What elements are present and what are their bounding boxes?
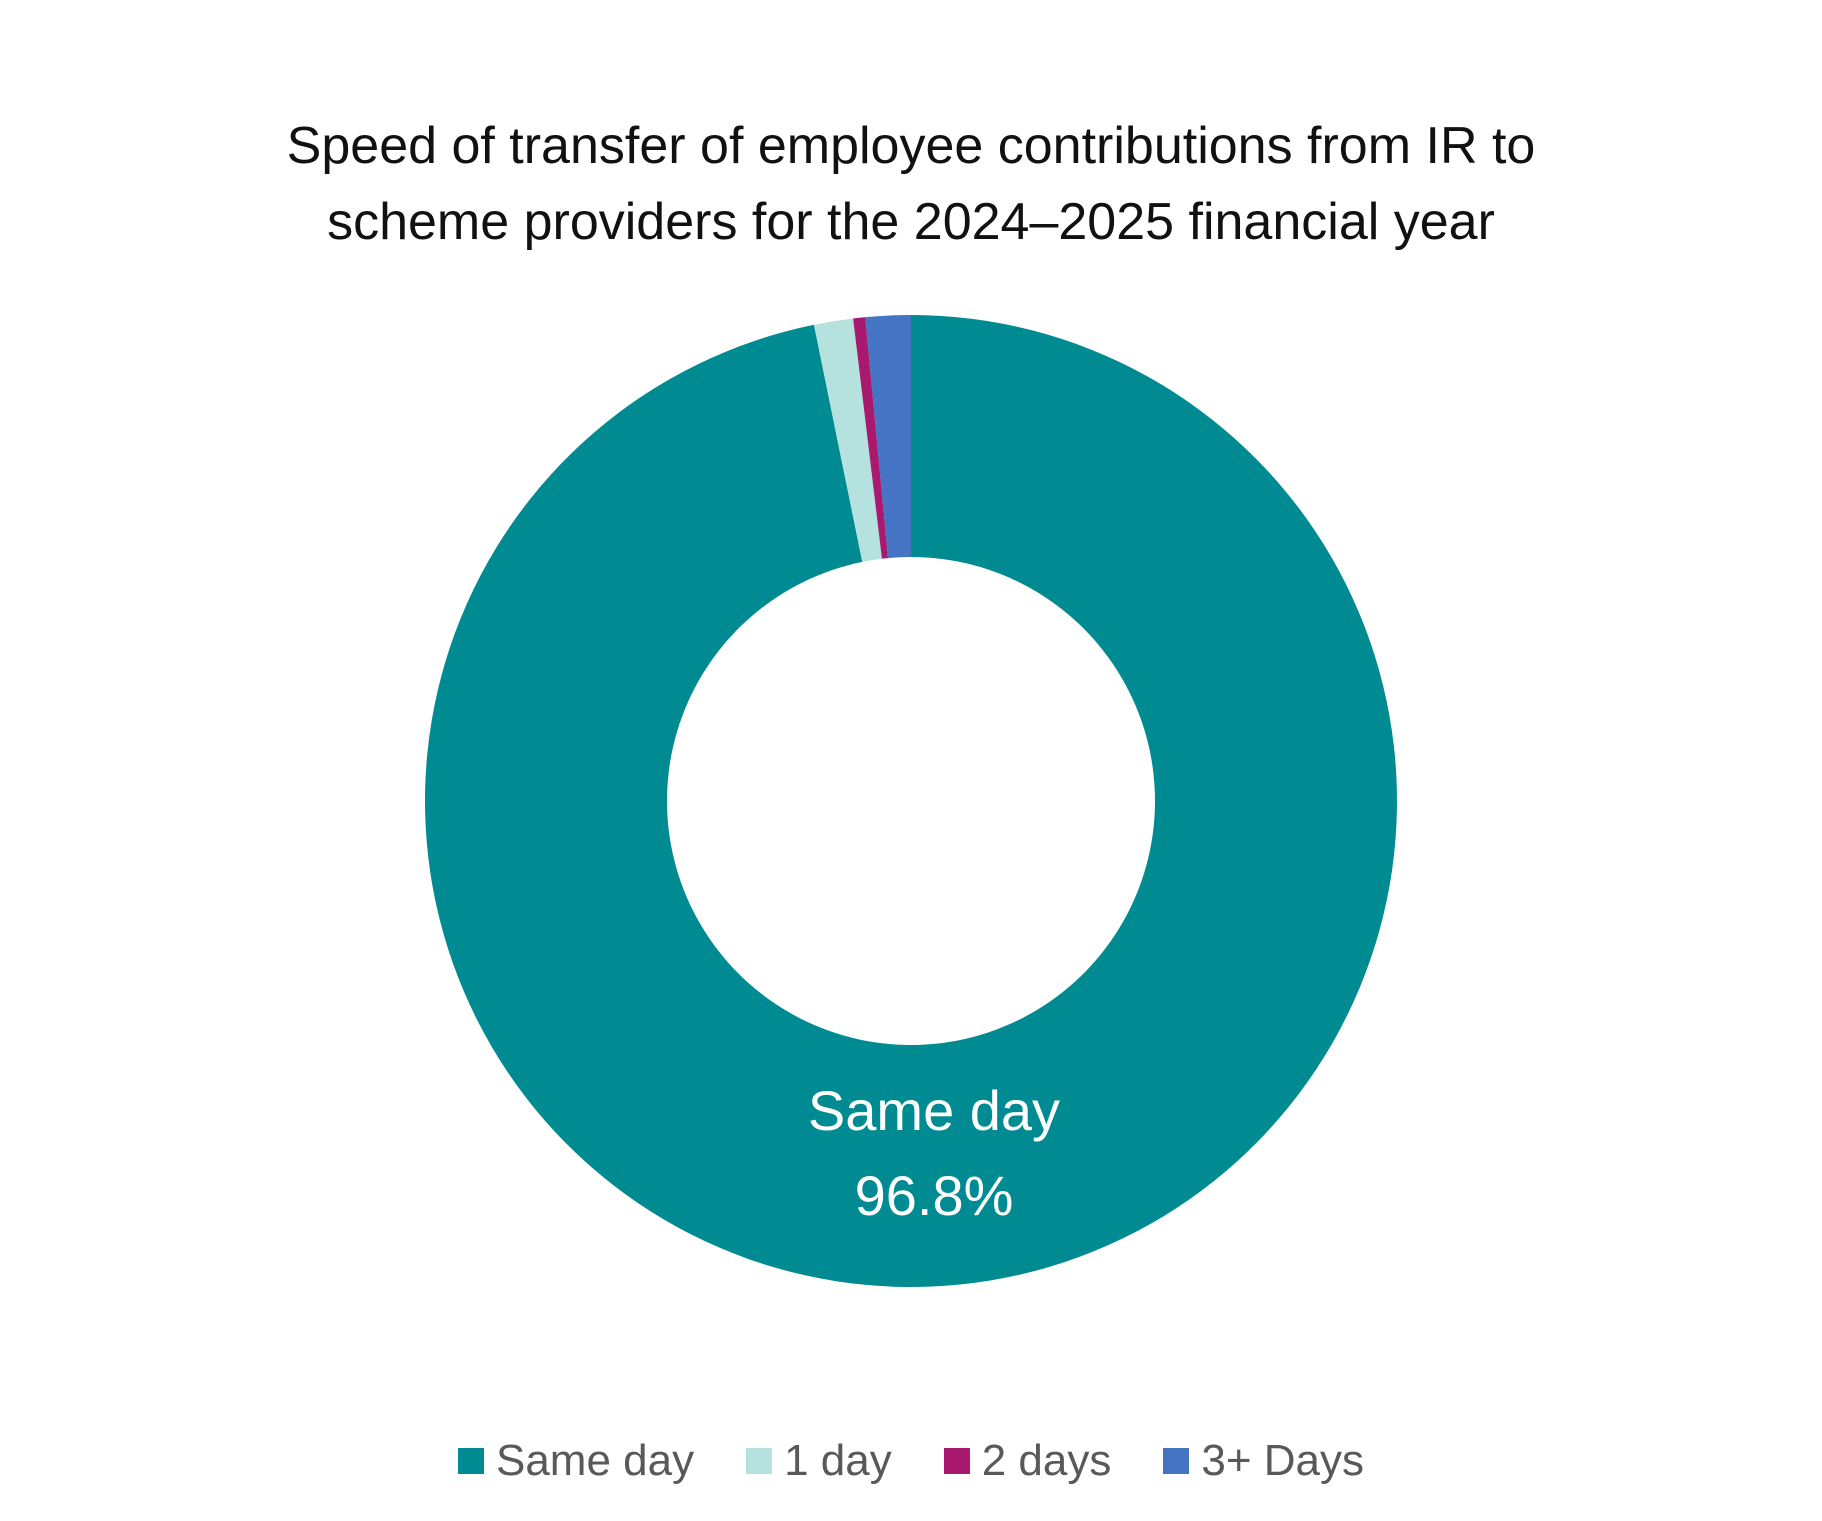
- chart-title: Speed of transfer of employee contributi…: [0, 108, 1822, 260]
- legend-label-2-days: 2 days: [981, 1436, 1112, 1485]
- slice-3plus-days: [865, 315, 911, 559]
- donut-chart: Same day 96.8%: [424, 315, 1397, 1287]
- legend-label-3plus-days: 3+ Days: [1201, 1436, 1365, 1485]
- chart-legend: Same day 1 day 2 days 3+ Days: [0, 1436, 1822, 1486]
- data-label-same-day-value: 96.8%: [855, 1164, 1014, 1227]
- legend-item-same-day: Same day: [457, 1436, 695, 1486]
- legend-label-same-day: Same day: [495, 1436, 695, 1485]
- legend-swatch-3plus-days: [1163, 1448, 1190, 1474]
- legend-swatch-1-day: [746, 1448, 773, 1474]
- legend-item-2-days: 2 days: [943, 1436, 1112, 1486]
- legend-label-1-day: 1 day: [784, 1436, 892, 1485]
- donut-data-labels: Same day 96.8%: [808, 1079, 1060, 1227]
- chart-title-line-1: Speed of transfer of employee contributi…: [286, 117, 1536, 175]
- slice-same-day: [424, 315, 1397, 1287]
- chart-title-line-2: scheme providers for the 2024–2025 finan…: [327, 193, 1495, 251]
- donut-slices: [424, 315, 1397, 1287]
- legend-item-3plus-days: 3+ Days: [1163, 1436, 1364, 1486]
- legend-swatch-same-day: [457, 1448, 484, 1474]
- legend-swatch-2-days: [943, 1448, 970, 1474]
- data-label-same-day-name: Same day: [808, 1079, 1060, 1142]
- slice-1-day: [813, 318, 882, 562]
- slice-2-days: [853, 317, 889, 559]
- legend-item-1-day: 1 day: [746, 1436, 892, 1486]
